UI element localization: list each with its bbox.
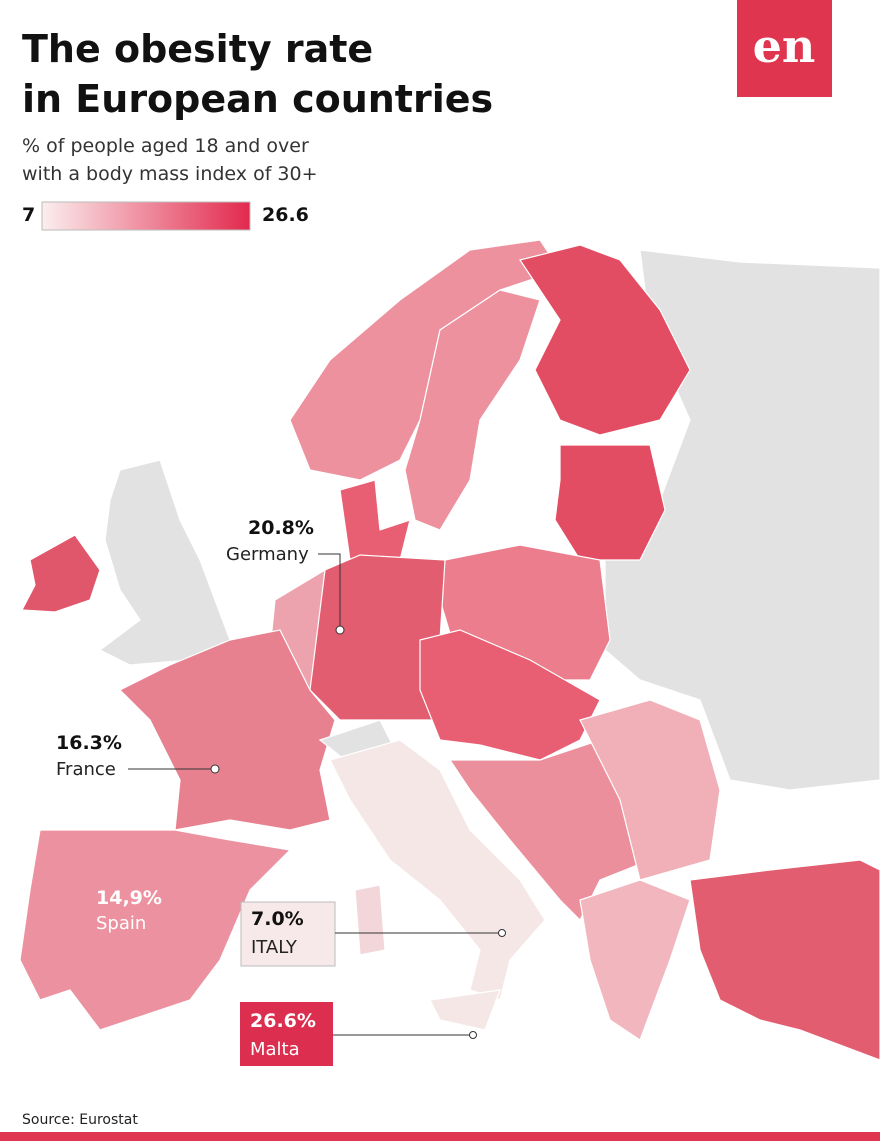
map xyxy=(19,239,880,1061)
leader-dot xyxy=(335,625,345,635)
callout-country: Malta xyxy=(250,1039,300,1060)
callout-country: ITALY xyxy=(251,937,298,958)
callout-country: France xyxy=(56,759,116,780)
title-line: in European countries xyxy=(22,77,493,121)
callout-value: 7.0% xyxy=(251,908,304,930)
logo: en xyxy=(753,19,816,73)
france xyxy=(118,629,336,831)
subtitle-line: with a body mass index of 30+ xyxy=(22,163,318,185)
callout-country: Spain xyxy=(96,913,146,934)
footer-bar xyxy=(0,1132,880,1141)
legend-scale xyxy=(41,201,251,231)
subtitle-line: % of people aged 18 and over xyxy=(22,135,309,157)
non-data-land xyxy=(604,249,880,791)
ireland xyxy=(21,534,101,613)
finland xyxy=(519,244,691,436)
sweden xyxy=(404,289,541,531)
central-europe xyxy=(419,629,601,761)
callout-box xyxy=(240,901,336,967)
source: Source: Eurostat xyxy=(22,1112,138,1128)
leader-dot xyxy=(210,764,220,774)
greece xyxy=(579,879,691,1041)
title-line: The obesity rate xyxy=(22,27,373,71)
callout-value: 26.6% xyxy=(250,1010,316,1032)
callout-value: 16.3% xyxy=(56,732,122,754)
callout-country: Germany xyxy=(226,544,309,565)
spain-portugal xyxy=(19,829,292,1031)
leader-dot xyxy=(498,929,506,937)
balkans xyxy=(448,739,651,922)
callout-value: 14,9% xyxy=(96,887,162,909)
callout-box xyxy=(240,1002,333,1066)
sicily xyxy=(429,989,501,1031)
estonia-latvia-lithuania xyxy=(554,444,666,561)
romania-bulgaria xyxy=(579,699,721,881)
turkey xyxy=(689,859,880,1061)
legend-min: 7 xyxy=(22,204,35,226)
leader-line xyxy=(318,553,341,630)
united-kingdom xyxy=(98,459,231,666)
leader-dot xyxy=(469,1031,477,1039)
denmark xyxy=(339,479,411,561)
sardinia xyxy=(354,884,386,956)
italy xyxy=(329,739,546,1001)
logo-box xyxy=(737,0,832,97)
callout-value: 20.8% xyxy=(248,517,314,539)
legend-max: 26.6 xyxy=(262,204,309,226)
